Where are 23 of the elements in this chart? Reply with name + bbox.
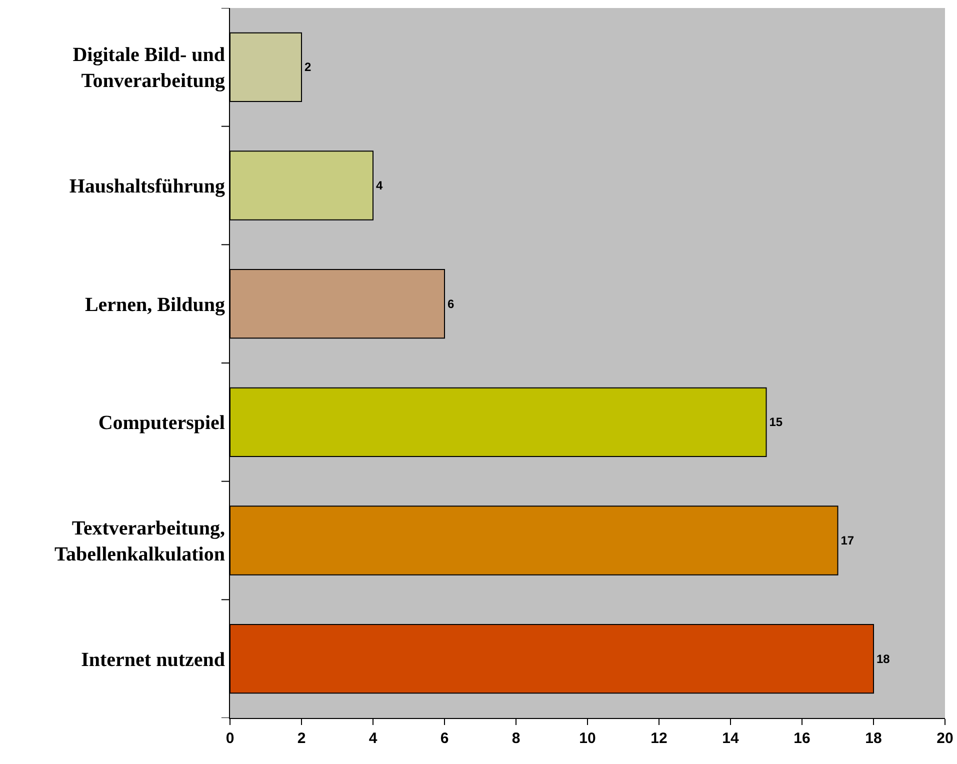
x-tick-label: 12 (650, 730, 668, 747)
y-tick-label: Textverarbeitung, Tabellenkalkulation (54, 518, 225, 566)
x-tick-label: 6 (440, 730, 449, 747)
y-tick-label: Haushaltsführung (69, 176, 225, 198)
data-label: 15 (769, 415, 783, 430)
x-tick-label: 14 (722, 730, 740, 747)
data-label: 2 (304, 60, 312, 74)
y-tick-label: Lernen, Bildung (84, 294, 225, 316)
x-tick-label: 20 (936, 730, 954, 747)
x-tick-label: 16 (794, 730, 810, 747)
y-tick-label: Digitale Bild- und Tonverarbeitung (72, 44, 225, 92)
x-tick-label: 8 (512, 730, 520, 747)
data-label: 4 (376, 178, 383, 192)
y-tick-label: Internet nutzend (81, 648, 225, 671)
x-tick-label: 4 (368, 730, 378, 747)
data-label: 18 (876, 652, 890, 666)
y-tick-label: Computerspiel (98, 412, 226, 434)
x-tick-label: 0 (226, 730, 234, 747)
data-label: 6 (448, 296, 454, 311)
x-tick-label: 2 (297, 730, 306, 747)
x-tick-label: 18 (865, 730, 882, 747)
x-tick-label: 10 (579, 730, 596, 747)
data-label: 17 (840, 534, 854, 548)
